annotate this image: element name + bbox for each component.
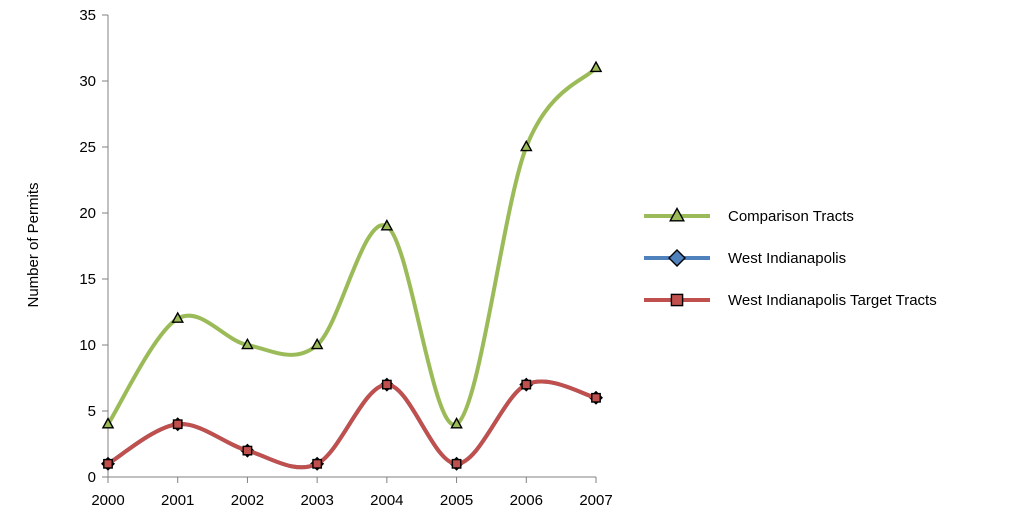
data-point-triangle xyxy=(101,417,115,429)
series-west-indianapolis-target-tracts xyxy=(103,379,601,470)
series-line-west-indianapolis-target-tracts xyxy=(106,379,598,470)
legend-marker-diamond xyxy=(668,249,686,267)
data-point-square xyxy=(381,379,392,390)
y-tick-label: 5 xyxy=(88,403,96,420)
data-point-square xyxy=(591,392,601,403)
y-tick-label: 10 xyxy=(79,337,96,354)
series-comparison-tracts xyxy=(101,60,603,429)
data-point-triangle xyxy=(520,139,533,152)
x-tick-label: 2000 xyxy=(91,492,124,509)
data-point-square xyxy=(242,445,253,456)
x-tick-label: 2003 xyxy=(300,492,333,509)
legend: Comparison Tracts West Indianapolis West I… xyxy=(644,206,937,309)
x-tick-label: 2006 xyxy=(510,492,543,509)
data-point-triangle xyxy=(310,337,324,350)
y-tick-label: 30 xyxy=(79,73,96,90)
y-tick-label: 15 xyxy=(79,271,96,288)
data-point-triangle xyxy=(589,60,603,73)
legend-marker-square xyxy=(670,293,684,307)
y-tick-label: 0 xyxy=(88,469,96,486)
data-point-square xyxy=(521,379,532,390)
x-tick-label: 2007 xyxy=(579,492,612,509)
legend-marker-triangle xyxy=(669,206,685,222)
y-axis-title: Number of Permits xyxy=(25,182,42,307)
series-layer xyxy=(101,60,603,471)
legend-label: West Indianapolis xyxy=(728,250,846,267)
y-tick-label: 25 xyxy=(79,139,96,156)
data-point-square xyxy=(312,458,323,469)
data-point-square xyxy=(172,419,183,430)
legend-item-comparison-tracts: Comparison Tracts xyxy=(644,206,854,225)
legend-item-west-indianapolis: West Indianapolis xyxy=(644,249,846,267)
x-tick-label: 2002 xyxy=(231,492,264,509)
data-point-triangle xyxy=(380,219,394,231)
legend-label: Comparison Tracts xyxy=(728,208,854,225)
series-line-comparison-tracts xyxy=(106,65,598,427)
y-tick-label: 20 xyxy=(79,205,96,222)
data-point-square xyxy=(103,458,113,469)
legend-item-west-indianapolis-target-tracts: West Indianapolis Target Tracts xyxy=(644,292,937,309)
y-axis: 0 5 10 15 20 25 30 35 xyxy=(79,7,109,486)
y-tick-label: 35 xyxy=(79,7,96,24)
legend-label: West Indianapolis Target Tracts xyxy=(728,292,937,309)
data-point-triangle xyxy=(241,337,254,350)
x-axis: 2000 2001 2002 2003 2004 2005 2006 2007 xyxy=(91,476,613,509)
x-tick-label: 2004 xyxy=(370,492,403,509)
data-point-square xyxy=(451,458,462,469)
x-tick-label: 2005 xyxy=(440,492,473,509)
data-point-triangle xyxy=(450,417,463,429)
data-point-triangle xyxy=(171,311,184,323)
x-tick-label: 2001 xyxy=(161,492,194,509)
